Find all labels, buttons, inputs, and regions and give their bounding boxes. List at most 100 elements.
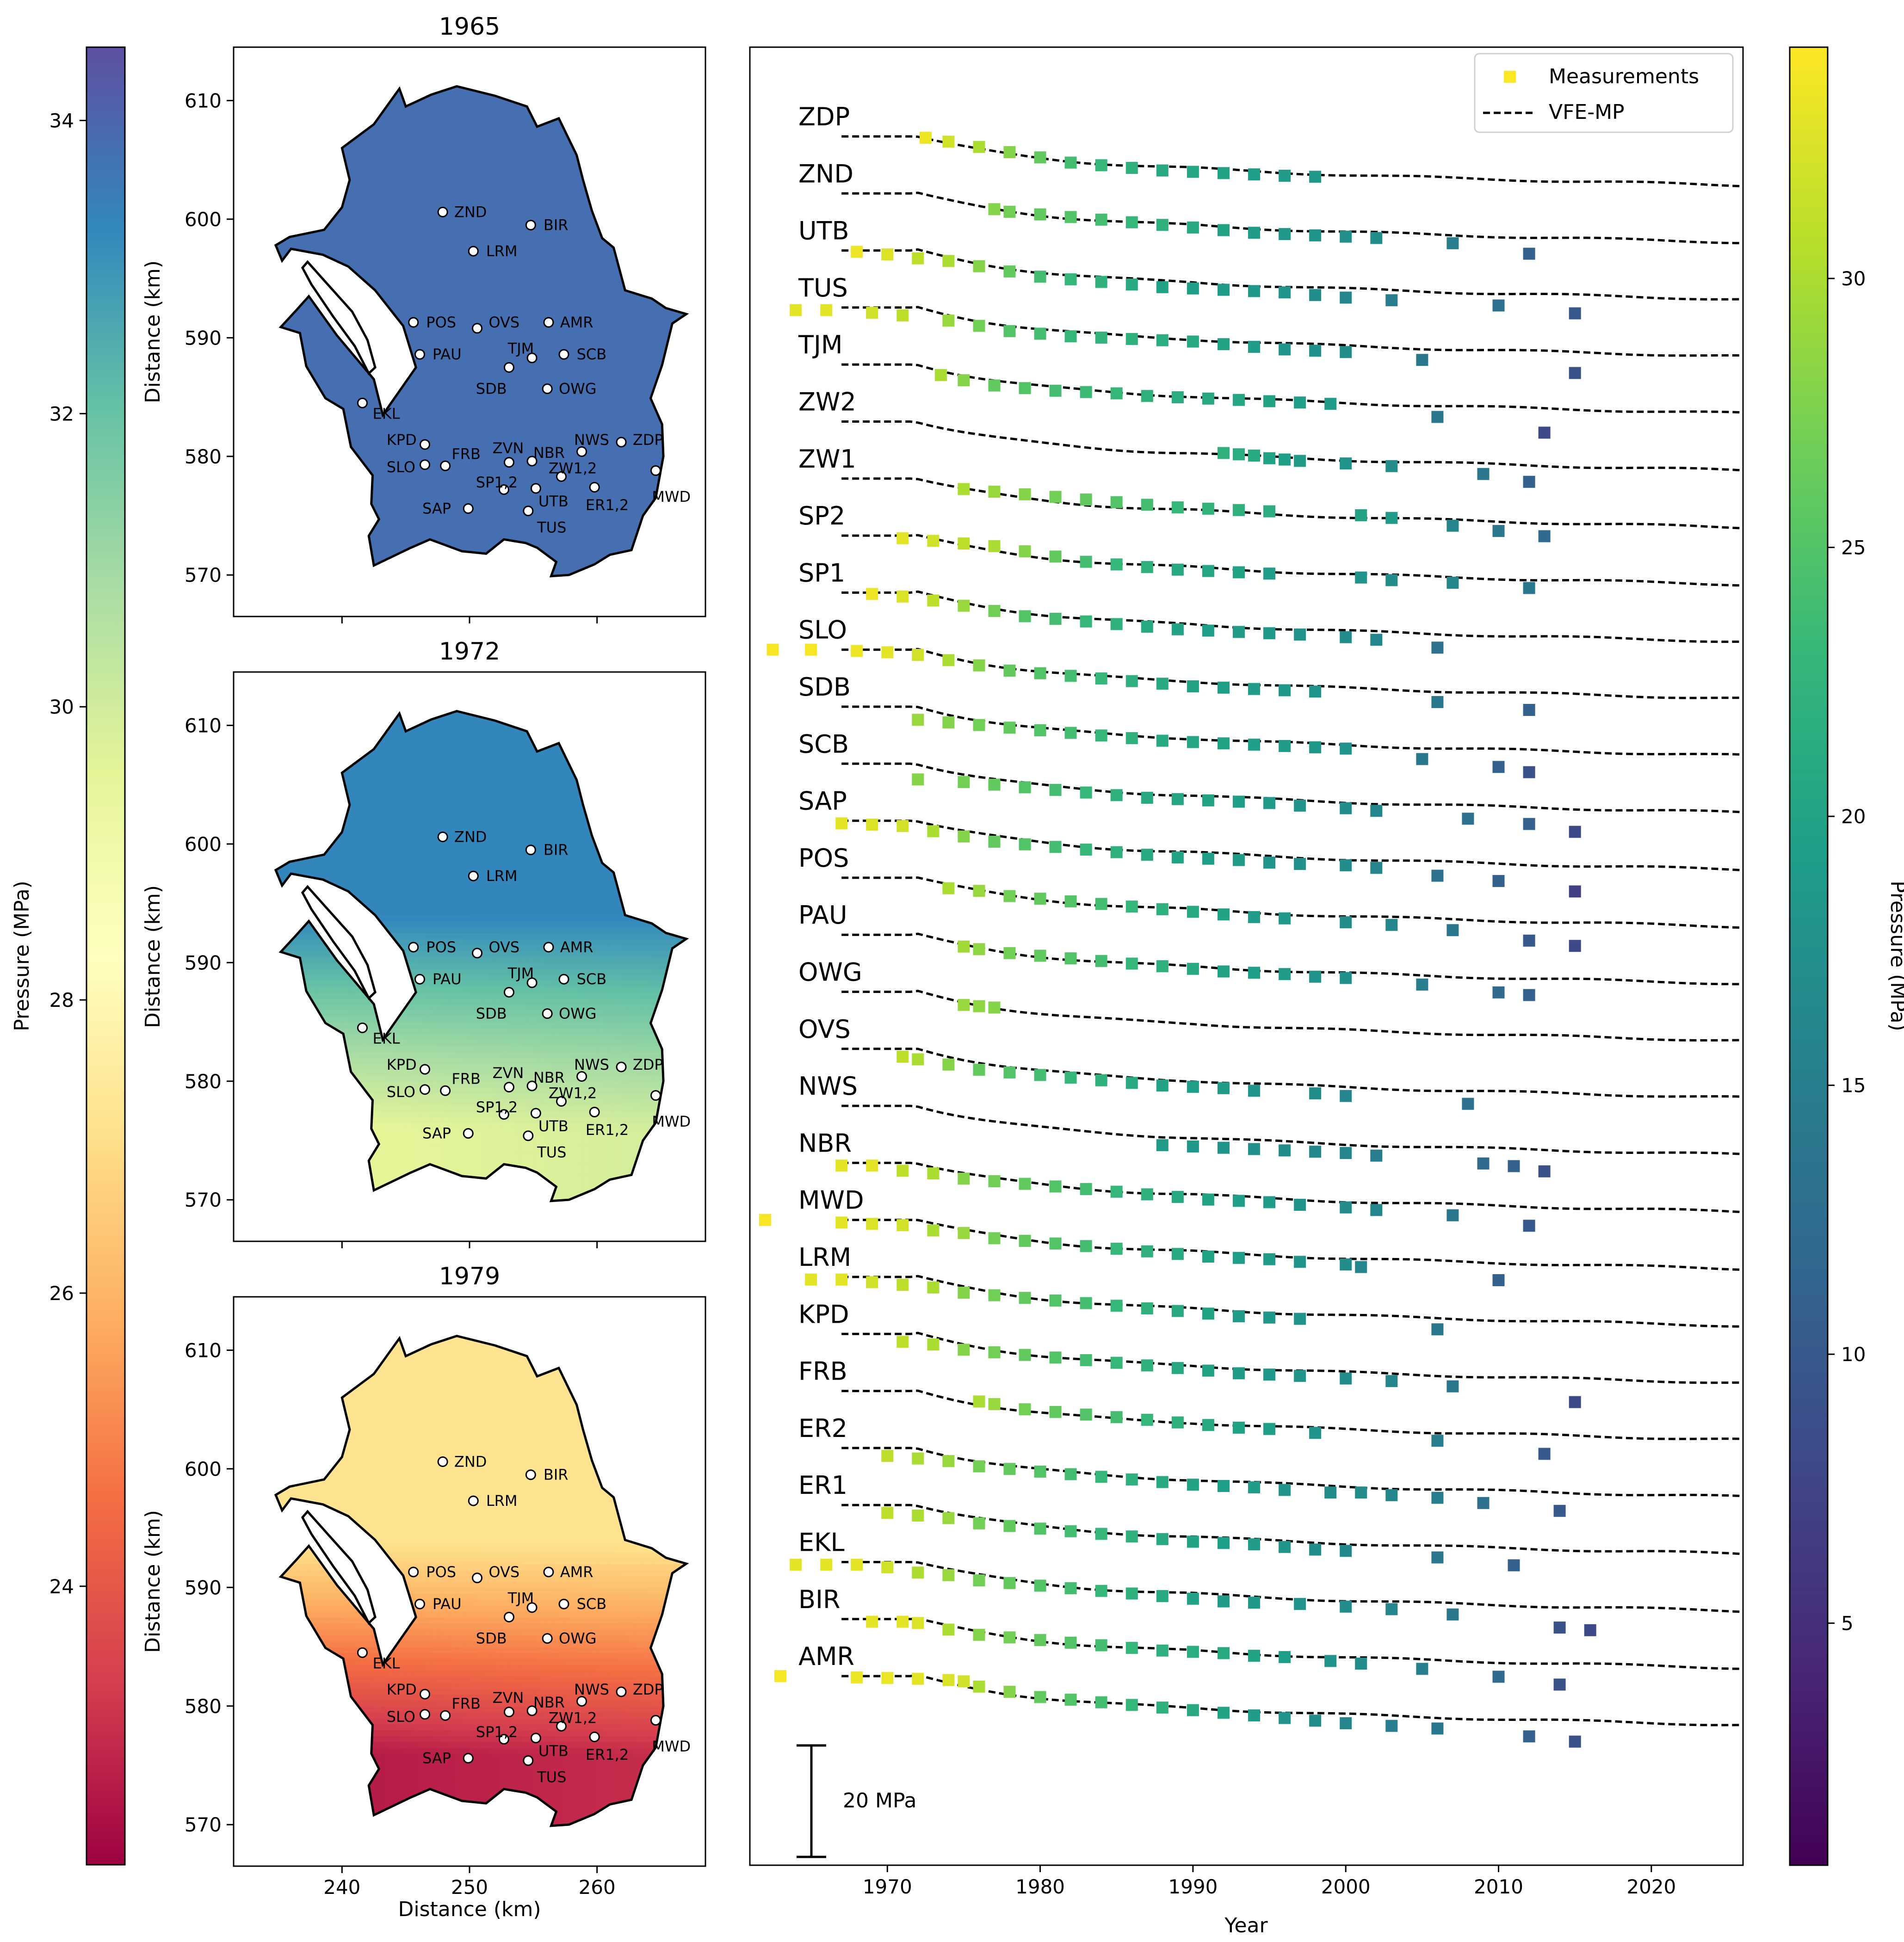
- field-cell: [418, 533, 426, 540]
- field-cell: [431, 361, 439, 368]
- field-cell: [482, 249, 489, 255]
- field-cell: [533, 338, 540, 345]
- field-cell: [692, 243, 699, 249]
- field-cell: [266, 367, 272, 374]
- field-cell: [488, 450, 496, 457]
- field-cell: [335, 195, 343, 202]
- field-cell: [629, 225, 636, 232]
- field-cell: [259, 207, 266, 214]
- field-cell: [476, 219, 483, 226]
- field-cell: [622, 183, 630, 190]
- field-cell: [571, 426, 579, 433]
- field-cell: [399, 213, 407, 220]
- field-cell: [488, 581, 495, 587]
- field-cell: [507, 266, 515, 273]
- field-cell: [648, 278, 655, 285]
- field-cell: [514, 379, 521, 386]
- field-cell: [278, 231, 285, 238]
- field-cell: [291, 350, 298, 356]
- field-cell: [559, 426, 566, 433]
- field-cell: [259, 237, 266, 243]
- field-cell: [501, 581, 508, 587]
- field-cell: [648, 266, 655, 273]
- field-cell: [692, 373, 699, 380]
- field-cell: [642, 403, 649, 410]
- field-cell: [253, 278, 260, 285]
- field-cell: [565, 492, 572, 499]
- field-cell: [635, 391, 643, 398]
- field-cell: [635, 415, 643, 421]
- field-cell: [380, 355, 387, 362]
- field-cell: [680, 225, 686, 232]
- field-cell: [406, 201, 413, 208]
- field-cell: [667, 480, 674, 487]
- field-cell: [276, 521, 279, 528]
- field-cell: [354, 237, 362, 244]
- field-cell: [533, 178, 540, 184]
- field-cell: [610, 444, 617, 451]
- field-cell: [266, 510, 272, 516]
- field-cell: [590, 545, 598, 552]
- field-cell: [431, 260, 439, 267]
- field-cell: [444, 314, 451, 321]
- field-cell: [303, 575, 311, 576]
- field-cell: [444, 563, 451, 570]
- field-cell: [431, 290, 439, 297]
- field-cell: [546, 260, 553, 267]
- field-cell: [495, 260, 502, 267]
- field-cell: [603, 338, 611, 345]
- field-cell: [323, 575, 330, 576]
- field-cell: [367, 260, 375, 267]
- field-cell: [393, 432, 400, 439]
- field-cell: [406, 462, 413, 469]
- field-cell: [507, 278, 515, 285]
- field-cell: [450, 498, 457, 505]
- field-cell: [354, 533, 362, 540]
- field-cell: [297, 243, 304, 249]
- field-cell: [584, 587, 591, 593]
- field-cell: [253, 302, 260, 308]
- field-cell: [590, 254, 598, 261]
- field-cell: [284, 361, 292, 368]
- field-cell: [635, 551, 643, 558]
- field-cell: [635, 189, 643, 196]
- field-cell: [348, 563, 355, 570]
- field-cell: [578, 272, 585, 279]
- field-cell: [406, 474, 413, 481]
- field-cell: [495, 314, 502, 321]
- field-cell: [374, 219, 381, 226]
- field-cell: [399, 302, 407, 309]
- field-cell: [622, 391, 630, 398]
- field-cell: [470, 474, 476, 481]
- field-cell: [552, 338, 559, 345]
- field-cell: [323, 207, 330, 214]
- field-cell: [303, 385, 311, 392]
- field-cell: [284, 533, 292, 540]
- field-cell: [635, 367, 643, 374]
- field-cell: [329, 492, 336, 499]
- field-cell: [412, 308, 419, 314]
- field-cell: [476, 344, 483, 350]
- field-cell: [680, 551, 686, 558]
- field-cell: [393, 278, 400, 285]
- field-cell: [648, 302, 655, 309]
- field-cell: [603, 350, 611, 356]
- field-cell: [686, 468, 693, 475]
- field-cell: [457, 426, 464, 433]
- field-cell: [680, 195, 686, 202]
- field-cell: [393, 326, 400, 333]
- field-cell: [584, 344, 591, 350]
- field-cell: [482, 516, 489, 522]
- field-cell: [476, 432, 483, 439]
- field-cell: [629, 492, 636, 499]
- field-cell: [316, 420, 323, 427]
- field-cell: [412, 450, 419, 457]
- field-cell: [463, 593, 470, 599]
- field-cell: [399, 237, 407, 244]
- field-cell: [616, 569, 623, 576]
- field-cell: [629, 373, 636, 380]
- field-cell: [399, 201, 407, 208]
- field-cell: [686, 225, 693, 232]
- field-cell: [552, 314, 559, 321]
- field-cell: [482, 237, 489, 244]
